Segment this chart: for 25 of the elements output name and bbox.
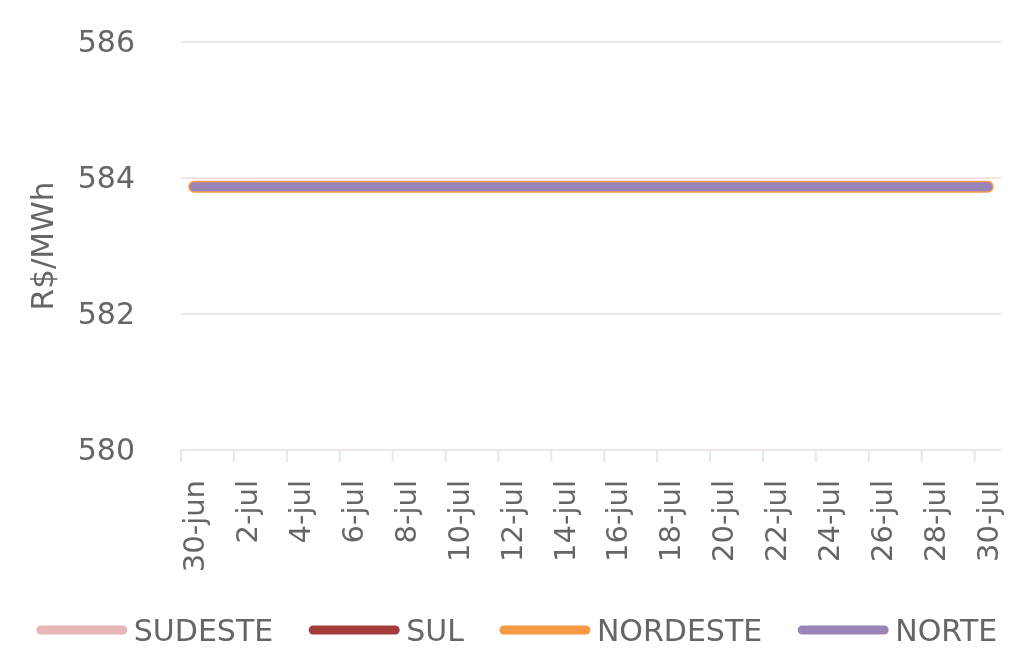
x-tick-label: 20-jul [706,480,741,562]
x-tick-label: 8-jul [388,480,423,544]
legend-label: SUDESTE [133,612,274,648]
x-tick-label: 28-jul [917,480,952,562]
y-tick-label: 584 [77,160,135,196]
y-tick-label: 580 [77,432,135,468]
x-tick-label: 18-jul [653,480,688,562]
x-tick-label: 14-jul [547,480,582,562]
x-tick-label: 6-jul [335,480,370,544]
legend-label: NORTE [895,612,998,648]
x-tick-label: 2-jul [230,480,265,544]
x-tick-label: 24-jul [812,480,847,562]
x-tick-label: 30-jul [970,480,1005,562]
legend-label: NORDESTE [596,612,763,648]
x-tick-label: 30-jun [177,480,212,573]
x-tick-label: 22-jul [759,480,794,562]
y-axis-title: R$/MWh [24,181,60,311]
legend-label: SUL [406,612,465,648]
x-tick-label: 4-jul [283,480,318,544]
y-tick-label: 586 [77,24,135,60]
x-tick-label: 16-jul [600,480,635,562]
x-tick-label: 26-jul [864,480,899,562]
x-tick-label: 10-jul [441,480,476,562]
y-tick-label: 582 [77,296,135,332]
x-tick-label: 12-jul [494,480,529,562]
